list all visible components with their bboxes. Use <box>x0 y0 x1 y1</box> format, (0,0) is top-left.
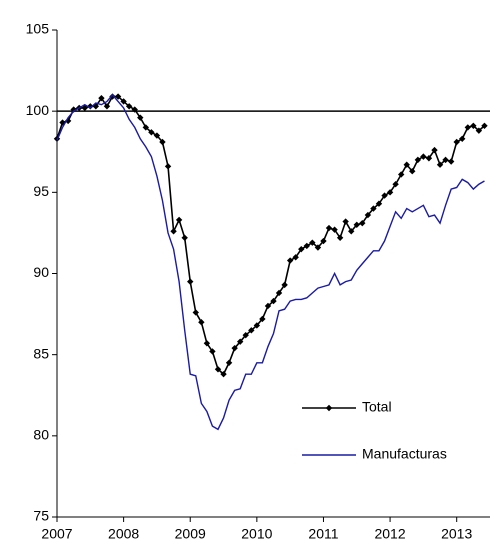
point-marker <box>381 192 388 199</box>
point-marker <box>187 278 194 285</box>
point-marker <box>64 117 72 125</box>
series-line <box>56 93 485 431</box>
point-marker <box>148 129 155 136</box>
y-tick-label: 85 <box>33 345 49 361</box>
point-marker <box>192 309 199 316</box>
point-marker <box>236 338 244 345</box>
legend-marker <box>325 404 333 412</box>
x-tick-label: 2010 <box>241 526 272 542</box>
point-marker <box>103 103 111 110</box>
point-marker <box>259 315 266 323</box>
point-marker <box>431 146 438 154</box>
point-marker <box>137 114 144 121</box>
x-tick-label: 2013 <box>441 526 472 542</box>
point-marker <box>392 181 399 188</box>
y-tick-label: 90 <box>33 264 49 280</box>
point-marker <box>475 127 483 134</box>
point-marker <box>425 155 433 162</box>
point-marker <box>214 366 222 373</box>
y-tick-label: 80 <box>33 427 49 443</box>
point-marker <box>286 257 294 264</box>
x-tick-label: 2012 <box>374 526 405 542</box>
point-marker <box>220 370 227 378</box>
point-marker <box>447 158 455 165</box>
point-marker <box>342 218 349 225</box>
point-marker <box>164 163 172 170</box>
point-marker <box>225 359 233 366</box>
point-marker <box>325 224 333 232</box>
point-marker <box>242 331 249 339</box>
point-marker <box>203 340 211 347</box>
series-line <box>56 95 485 376</box>
point-marker <box>309 239 316 246</box>
point-marker <box>436 161 444 168</box>
point-marker <box>125 103 133 110</box>
point-marker <box>420 153 427 160</box>
y-tick-label: 100 <box>26 102 50 118</box>
point-marker <box>175 216 183 224</box>
point-marker <box>181 234 188 241</box>
point-marker <box>153 132 161 139</box>
x-tick-label: 2011 <box>308 526 338 542</box>
x-tick-label: 2008 <box>108 526 139 542</box>
point-marker <box>159 138 166 146</box>
point-marker <box>364 211 372 219</box>
point-marker <box>403 161 410 168</box>
point-marker <box>375 200 383 207</box>
point-marker <box>320 237 327 245</box>
point-marker <box>114 93 122 100</box>
point-marker <box>292 254 299 261</box>
point-marker <box>70 106 77 113</box>
point-marker <box>453 138 460 146</box>
point-marker <box>298 245 305 253</box>
point-marker <box>275 289 283 297</box>
point-marker <box>314 244 322 251</box>
point-marker <box>120 98 127 105</box>
point-marker <box>336 234 344 241</box>
point-marker <box>270 297 277 305</box>
point-marker <box>87 103 94 110</box>
point-marker <box>409 168 416 175</box>
point-marker <box>348 228 355 235</box>
legend-label: Total <box>362 399 392 415</box>
point-marker <box>231 344 238 352</box>
point-marker <box>386 189 394 196</box>
point-marker <box>481 122 488 129</box>
point-marker <box>142 124 149 131</box>
point-marker <box>459 135 466 142</box>
y-tick-label: 105 <box>26 21 50 37</box>
point-marker <box>470 122 477 129</box>
point-marker <box>442 156 449 164</box>
point-marker <box>248 327 255 334</box>
point-marker <box>398 171 405 178</box>
point-marker <box>353 221 360 228</box>
x-tick-label: 2009 <box>175 526 206 542</box>
point-marker <box>131 106 138 113</box>
point-marker <box>170 228 177 235</box>
point-marker <box>464 124 472 131</box>
point-marker <box>109 93 116 100</box>
point-marker <box>370 205 377 212</box>
legend-label: Manufacturas <box>362 446 447 462</box>
point-marker <box>209 348 216 355</box>
point-marker <box>414 156 422 164</box>
point-marker <box>303 242 311 250</box>
point-marker <box>198 319 205 326</box>
point-marker <box>331 226 338 233</box>
point-marker <box>59 119 66 126</box>
point-marker <box>253 322 261 329</box>
point-marker <box>359 219 366 227</box>
point-marker <box>98 94 105 102</box>
point-marker <box>264 302 272 310</box>
y-tick-label: 95 <box>33 183 49 199</box>
point-marker <box>92 103 100 110</box>
y-tick-label: 75 <box>33 508 49 524</box>
x-tick-label: 2007 <box>41 526 72 542</box>
point-marker <box>281 281 288 289</box>
